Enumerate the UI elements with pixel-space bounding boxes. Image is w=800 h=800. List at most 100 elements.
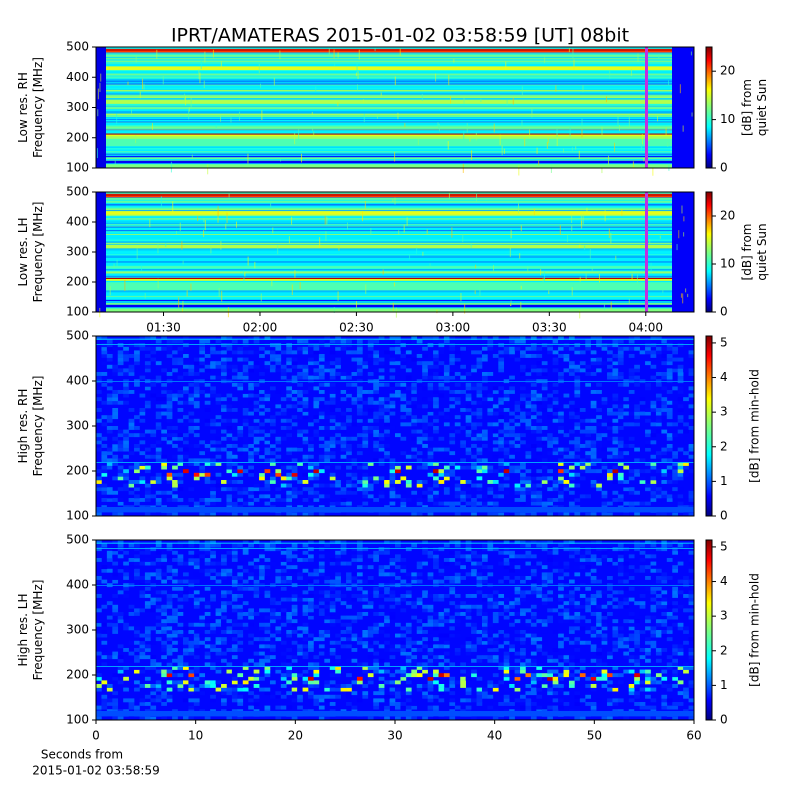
spectrum-noise	[433, 354, 439, 358]
spectrum-noise	[530, 586, 537, 591]
spectrum-noise	[134, 361, 140, 366]
spectrum-noise	[291, 487, 298, 492]
spectrum-noise	[433, 622, 439, 627]
spectrum-noise	[166, 694, 173, 699]
spectrum-noise	[117, 501, 124, 506]
spectrum-noise	[612, 436, 619, 441]
spectrum-noise	[139, 576, 146, 580]
spectrum-noise	[617, 436, 624, 441]
spectrum-noise	[128, 480, 135, 484]
spectrum-noise	[416, 601, 423, 606]
spectrum-noise	[188, 382, 195, 387]
spectrum-noise	[297, 579, 303, 584]
spectrum-noise	[297, 415, 303, 420]
spectrum-noise	[259, 622, 265, 627]
spectrum-noise	[242, 440, 249, 445]
spectrum-noise	[384, 444, 390, 448]
spectrum-noise	[155, 346, 162, 351]
spectrum-noise	[437, 123, 439, 128]
spectrum-noise	[623, 644, 630, 649]
spectrum-noise	[226, 433, 233, 438]
spectrum-noise	[481, 336, 488, 340]
spectrum-noise	[460, 498, 466, 502]
spectrum-noise	[438, 662, 445, 667]
spectrum-noise	[106, 426, 113, 430]
spectrum-noise	[655, 673, 662, 678]
spectrum-noise	[433, 386, 439, 391]
spectrum-noise	[481, 637, 488, 642]
spectrum-noise	[221, 350, 227, 355]
spectrum-noise	[672, 400, 678, 405]
spectrum-noise	[226, 364, 233, 369]
spectrum-noise	[650, 462, 657, 466]
spectrum-noise	[574, 472, 581, 477]
spectrum-noise	[313, 469, 320, 474]
spectrum-noise	[340, 615, 347, 620]
spectrum-noise	[634, 694, 640, 699]
spectrum-noise	[101, 454, 108, 459]
spectrum-noise	[481, 436, 488, 441]
spectrum-noise	[236, 221, 238, 228]
spectrum-noise	[346, 408, 352, 412]
spectrum-noise	[364, 200, 366, 209]
spectrum-noise	[574, 658, 581, 663]
spectrum-noise	[438, 691, 445, 696]
spectrum-noise	[530, 615, 537, 620]
spectrum-noise	[248, 498, 254, 502]
spectrum-noise	[558, 594, 564, 598]
spectrum-noise	[367, 375, 374, 380]
spectrum-noise	[210, 447, 216, 452]
spectrum-noise	[215, 687, 222, 692]
spectrum-noise	[221, 601, 227, 606]
spectrum-noise	[311, 111, 313, 116]
spectrum-noise	[193, 572, 200, 577]
spectrum-noise	[275, 368, 282, 373]
spectrum-noise	[117, 472, 124, 477]
spectrum-noise	[231, 436, 238, 441]
spectrum-noise	[356, 397, 363, 402]
spectrum-noise	[318, 705, 325, 710]
spectrum-noise	[607, 601, 613, 606]
spectrum-noise	[590, 444, 597, 448]
spectrum-noise	[563, 346, 570, 351]
spectrum-noise	[585, 426, 592, 430]
spectrum-noise	[422, 684, 428, 688]
spectrum-noise	[351, 490, 358, 495]
spectrum-noise	[226, 630, 233, 634]
spectrum-noise	[628, 469, 635, 474]
spectrum-noise	[471, 716, 477, 721]
spectrum-noise	[210, 390, 216, 394]
spectrum-noise	[297, 572, 303, 577]
spectrum-noise	[541, 372, 548, 376]
spectrum-noise	[628, 687, 635, 692]
spectrum-noise	[237, 382, 244, 387]
spectrum-noise	[612, 357, 619, 362]
spectrum-band	[96, 299, 694, 301]
spectrum-noise	[123, 372, 129, 376]
spectrum-noise	[253, 390, 260, 394]
spectrum-noise	[443, 368, 450, 373]
spectrum-noise	[329, 368, 336, 373]
spectrum-noise	[465, 480, 472, 484]
spectrum-noise	[639, 604, 646, 609]
spectrum-noise	[106, 415, 113, 420]
spectrum-noise	[574, 454, 581, 459]
spectrum-noise	[106, 397, 113, 402]
spectrum-noise	[139, 669, 146, 674]
spectrum-noise	[650, 422, 657, 427]
spectrum-noise	[395, 390, 401, 394]
spectrum-noise	[650, 590, 657, 595]
spectrum-noise	[217, 216, 219, 223]
spectrum-noise	[433, 658, 439, 663]
spectrum-band	[96, 96, 694, 99]
spectrum-noise	[242, 601, 249, 606]
spectrum-noise	[231, 364, 238, 369]
spectrum-noise	[530, 512, 537, 517]
spectrum-noise	[530, 640, 537, 645]
spectrum-noise	[242, 604, 249, 609]
spectrum-noise	[389, 343, 396, 348]
spectrum-noise	[677, 487, 684, 492]
spectrum-noise	[400, 498, 407, 502]
spectrum-noise	[666, 354, 673, 358]
spectrum-noise	[318, 694, 325, 699]
